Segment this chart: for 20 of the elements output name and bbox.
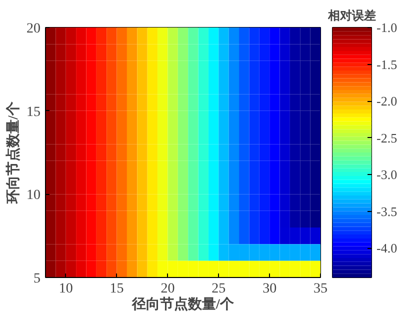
y-axis-title: 环向节点数量/个: [6, 100, 22, 204]
x-tick-label: 15: [110, 282, 124, 296]
x-tick-label: 20: [160, 282, 175, 296]
color-bar-label: -3.0: [376, 167, 398, 182]
x-tick-label: 25: [212, 282, 226, 296]
x-tick-label: 30: [262, 282, 277, 296]
color-bar-label: -2.0: [376, 94, 398, 109]
x-tick-label: 35: [314, 282, 328, 296]
color-bar-label: -1.0: [376, 20, 398, 35]
color-bar-label: -1.5: [376, 56, 398, 72]
color-bar-label: -3.5: [376, 204, 398, 219]
x-axis-title: 径向节点数量/个: [131, 296, 235, 312]
color-bar-title: 相对误差: [327, 8, 376, 22]
y-tick-label: 20: [26, 22, 40, 36]
y-tick-label: 10: [26, 188, 40, 204]
y-tick-label: 15: [26, 104, 40, 120]
color-bar-label: -2.5: [376, 130, 398, 146]
x-tick-label: 10: [58, 282, 73, 296]
y-tick-label: 5: [34, 272, 40, 286]
color-bar-label: -4.0: [376, 240, 398, 256]
